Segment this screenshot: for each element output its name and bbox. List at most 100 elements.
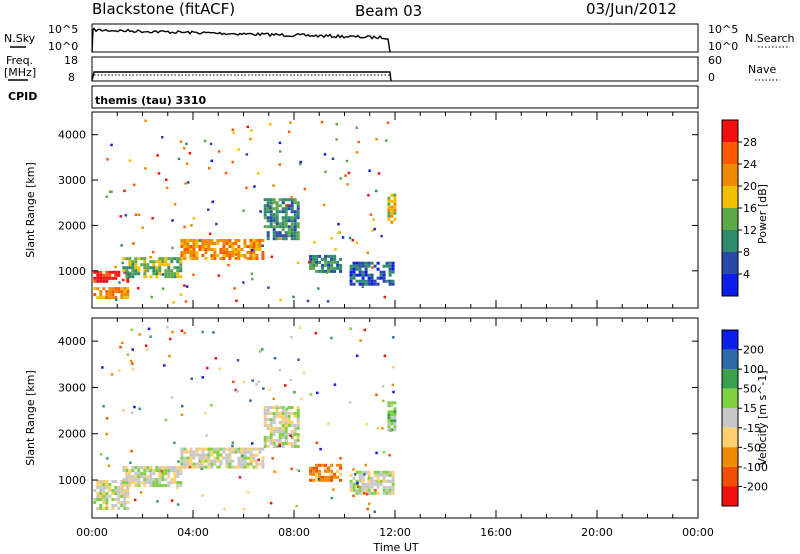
- data-cell: [149, 266, 153, 270]
- scatter-cell: [269, 501, 273, 505]
- data-cell: [123, 501, 127, 504]
- data-cell: [201, 248, 205, 251]
- data-cell: [349, 264, 353, 268]
- scatter-cell: [383, 354, 387, 357]
- data-cell: [180, 447, 184, 451]
- data-cell: [228, 453, 232, 457]
- data-cell: [173, 257, 177, 261]
- data-cell: [213, 459, 217, 463]
- data-cell: [293, 430, 297, 433]
- data-cell: [243, 462, 247, 466]
- data-cell: [105, 486, 109, 489]
- data-cell: [186, 251, 190, 254]
- data-cell: [123, 270, 127, 274]
- data-cell: [170, 478, 174, 482]
- data-cell: [393, 205, 397, 209]
- scatter-cell: [366, 251, 369, 254]
- data-cell: [373, 279, 377, 283]
- data-cell: [117, 492, 121, 495]
- scatter-cell: [118, 369, 121, 373]
- scatter-cell: [375, 393, 378, 397]
- data-cell: [364, 279, 368, 283]
- scatter-cell: [372, 218, 375, 221]
- data-cell: [367, 276, 371, 280]
- data-cell: [243, 450, 247, 454]
- data-cell: [210, 257, 214, 260]
- data-cell: [176, 484, 180, 488]
- data-cell: [170, 275, 174, 279]
- data-cell: [293, 222, 297, 226]
- data-cell: [355, 264, 359, 268]
- data-cell: [373, 264, 377, 268]
- data-cell: [309, 478, 313, 482]
- scatter-cell: [185, 285, 189, 288]
- data-cell: [296, 439, 300, 442]
- data-cell: [152, 484, 156, 488]
- data-cell: [222, 447, 226, 451]
- data-cell: [204, 257, 208, 260]
- data-cell: [272, 442, 276, 445]
- scatter-cell: [382, 399, 385, 403]
- data-cell: [263, 436, 267, 439]
- data-cell: [96, 498, 100, 501]
- data-cell: [272, 412, 276, 415]
- data-cell: [189, 453, 193, 457]
- data-cell: [125, 272, 129, 276]
- data-cell: [222, 456, 226, 460]
- data-cell: [213, 248, 217, 251]
- data-cell: [120, 492, 124, 495]
- data-cell: [243, 242, 247, 245]
- scatter-cell: [210, 159, 213, 163]
- data-cell: [249, 251, 253, 254]
- data-cell: [387, 422, 391, 426]
- data-cell: [370, 282, 374, 286]
- data-cell: [192, 245, 196, 248]
- scatter-cell: [392, 336, 395, 339]
- data-cell: [391, 282, 395, 286]
- data-cell: [281, 207, 285, 211]
- data-cell: [358, 279, 362, 283]
- data-cell: [284, 234, 288, 238]
- data-cell: [111, 504, 115, 507]
- data-cell: [349, 473, 353, 477]
- data-cell: [252, 245, 256, 248]
- scatter-cell: [139, 491, 143, 494]
- data-cell: [349, 488, 353, 492]
- data-cell: [213, 257, 217, 260]
- data-cell: [367, 470, 371, 474]
- data-cell: [382, 473, 386, 477]
- data-cell: [249, 447, 253, 451]
- data-cell: [201, 465, 205, 469]
- scatter-cell: [168, 354, 171, 358]
- scatter-cell: [157, 172, 161, 175]
- data-cell: [198, 456, 202, 460]
- data-cell: [117, 501, 121, 504]
- data-cell: [213, 456, 217, 460]
- scatter-cell: [172, 301, 175, 304]
- data-cell: [93, 287, 97, 291]
- data-cell: [173, 469, 177, 473]
- scatter-cell: [289, 434, 292, 437]
- data-cell: [123, 504, 127, 507]
- scatter-cell: [131, 362, 134, 365]
- scatter-cell: [122, 409, 125, 412]
- data-cell: [146, 469, 150, 473]
- scatter-cell: [186, 181, 190, 184]
- scatter-cell: [146, 347, 149, 351]
- data-cell: [390, 428, 394, 432]
- data-cell: [275, 219, 279, 223]
- data-cell: [152, 266, 156, 270]
- scatter-cell: [335, 123, 338, 126]
- data-cell: [164, 269, 168, 273]
- data-cell: [167, 269, 171, 273]
- data-cell: [388, 485, 392, 489]
- data-cell: [373, 491, 377, 495]
- data-cell: [164, 466, 168, 470]
- data-cell: [252, 248, 256, 251]
- scatter-cell: [231, 160, 234, 164]
- data-cell: [358, 473, 362, 477]
- data-cell: [393, 193, 397, 197]
- data-cell: [281, 421, 285, 424]
- data-cell: [204, 459, 208, 463]
- data-cell: [179, 481, 183, 485]
